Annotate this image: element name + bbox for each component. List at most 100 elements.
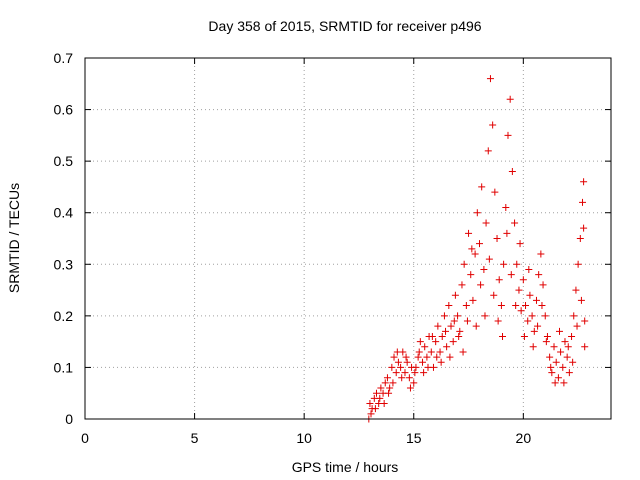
data-point: [456, 327, 464, 335]
data-point: [532, 296, 540, 304]
data-point: [397, 363, 405, 371]
data-point: [398, 374, 406, 382]
data-point: [393, 348, 401, 356]
data-point: [473, 209, 481, 217]
data-point: [581, 317, 589, 325]
data-point: [436, 348, 444, 356]
data-point: [432, 338, 440, 346]
data-point: [482, 219, 490, 227]
data-point: [372, 389, 380, 397]
data-point: [534, 322, 542, 330]
data-point: [467, 271, 475, 279]
data-point: [380, 400, 388, 408]
data-point: [515, 286, 523, 294]
data-point: [537, 250, 545, 258]
data-point: [458, 281, 466, 289]
data-point: [565, 369, 573, 377]
data-point: [546, 353, 554, 361]
data-point: [507, 271, 515, 279]
data-point: [576, 235, 584, 242]
x-tick-label: 10: [296, 430, 312, 446]
data-point: [548, 369, 556, 377]
data-point: [423, 353, 431, 361]
data-point: [455, 332, 463, 340]
data-point: [512, 302, 520, 310]
data-point: [491, 188, 499, 196]
data-point: [420, 369, 428, 377]
data-point: [561, 338, 569, 346]
data-point: [485, 255, 493, 263]
y-tick-label: 0: [65, 411, 73, 427]
data-point: [563, 353, 571, 361]
data-point: [519, 276, 527, 284]
data-point: [478, 183, 486, 191]
data-point: [462, 302, 470, 310]
data-point: [427, 348, 435, 356]
data-point: [440, 312, 448, 320]
data-point: [525, 265, 533, 273]
data-point: [468, 245, 476, 253]
x-tick-label: 5: [191, 430, 199, 446]
data-point: [506, 95, 514, 103]
data-point: [428, 332, 436, 340]
data-point: [371, 405, 379, 413]
data-point: [486, 75, 494, 83]
data-point: [490, 291, 498, 299]
data-point: [580, 178, 588, 186]
data-point: [437, 358, 445, 366]
data-point: [557, 348, 565, 356]
data-point: [446, 353, 454, 361]
data-point: [405, 374, 413, 382]
data-point: [508, 167, 516, 175]
data-point: [551, 379, 559, 387]
data-point: [495, 276, 503, 284]
data-point: [543, 332, 551, 340]
data-point: [580, 224, 588, 232]
data-point: [577, 296, 585, 304]
data-point: [539, 281, 547, 289]
data-point: [572, 286, 580, 294]
data-point: [472, 322, 480, 330]
x-tick-label: 0: [81, 430, 89, 446]
data-point: [385, 389, 393, 397]
data-point: [476, 240, 483, 248]
data-point: [513, 260, 521, 268]
data-point: [401, 369, 409, 377]
data-point: [550, 343, 558, 351]
data-point: [555, 327, 563, 335]
y-tick-label: 0.7: [54, 50, 74, 66]
data-point: [465, 229, 473, 237]
y-tick-label: 0.6: [54, 102, 74, 118]
data-point: [469, 296, 477, 304]
data-point: [415, 348, 423, 356]
data-point: [381, 379, 389, 387]
data-point: [547, 363, 555, 371]
chart-title: Day 358 of 2015, SRMTID for receiver p49…: [208, 18, 481, 34]
x-tick-label: 15: [406, 430, 422, 446]
data-point: [412, 363, 420, 371]
data-point: [477, 281, 485, 289]
data-point: [520, 332, 528, 340]
data-point: [522, 302, 530, 310]
data-point: [559, 363, 567, 371]
data-point: [529, 343, 537, 351]
plot-frame: [84, 57, 612, 420]
data-point: [579, 198, 587, 206]
data-point: [552, 358, 560, 366]
data-point: [497, 302, 505, 310]
data-point: [449, 338, 457, 346]
data-point: [480, 265, 488, 273]
data-point: [388, 363, 396, 371]
data-point: [367, 410, 375, 418]
data-point: [530, 327, 538, 335]
data-point: [445, 302, 453, 310]
data-point: [410, 379, 418, 387]
data-point: [451, 291, 459, 299]
data-point: [442, 327, 450, 335]
data-point: [434, 322, 442, 330]
data-point: [386, 384, 394, 392]
data-point: [503, 229, 511, 237]
data-point: [454, 312, 462, 320]
data-point: [406, 384, 414, 392]
data-point: [524, 317, 532, 325]
